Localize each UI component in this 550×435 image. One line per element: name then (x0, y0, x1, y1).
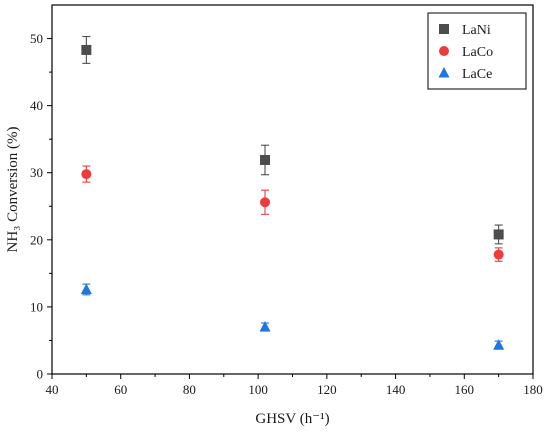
legend-marker-lace (438, 67, 450, 78)
x-tick-label: 120 (317, 382, 337, 397)
data-marks (80, 35, 505, 350)
legend: LaNi LaCo LaCe (427, 12, 527, 90)
legend-label-lani: LaNi (462, 23, 491, 38)
x-tick-label: 140 (386, 382, 406, 397)
data-point-laco (260, 197, 271, 208)
y-tick-label: 10 (30, 299, 43, 314)
x-tick-label: 100 (248, 382, 268, 397)
legend-label-lace: LaCe (462, 67, 492, 82)
y-axis-title: NH₃ Conversion (%) (5, 126, 21, 252)
series-laco (81, 165, 504, 262)
y-tick-label: 0 (37, 367, 44, 382)
series-lani (81, 35, 504, 245)
x-tick-label: 160 (455, 382, 475, 397)
data-point-lace (80, 283, 92, 294)
x-axis-title: GHSV (h⁻¹) (255, 411, 329, 427)
x-tick-label: 180 (523, 382, 543, 397)
x-tick-label: 40 (46, 382, 59, 397)
legend-marker-lani (439, 24, 449, 34)
y-tick-label: 50 (30, 31, 43, 46)
x-tick-label: 80 (183, 382, 196, 397)
y-tick-label: 20 (30, 232, 43, 247)
data-point-lani (493, 229, 504, 240)
data-point-lace (259, 321, 271, 332)
data-point-laco (493, 249, 504, 260)
data-point-laco (81, 169, 92, 180)
legend-marker-laco (439, 46, 449, 56)
y-tick-label: 30 (30, 165, 43, 180)
axis-ticks: 40 60 80 100 120 140 160 180 0 10 20 30 40 50 (30, 31, 543, 397)
y-tick-label: 40 (30, 98, 43, 113)
legend-label-laco: LaCo (462, 45, 493, 60)
data-point-lace (493, 339, 505, 350)
data-point-lani (260, 154, 271, 165)
data-point-lani (81, 44, 92, 55)
x-tick-label: 60 (114, 382, 127, 397)
series-lace (80, 283, 505, 350)
